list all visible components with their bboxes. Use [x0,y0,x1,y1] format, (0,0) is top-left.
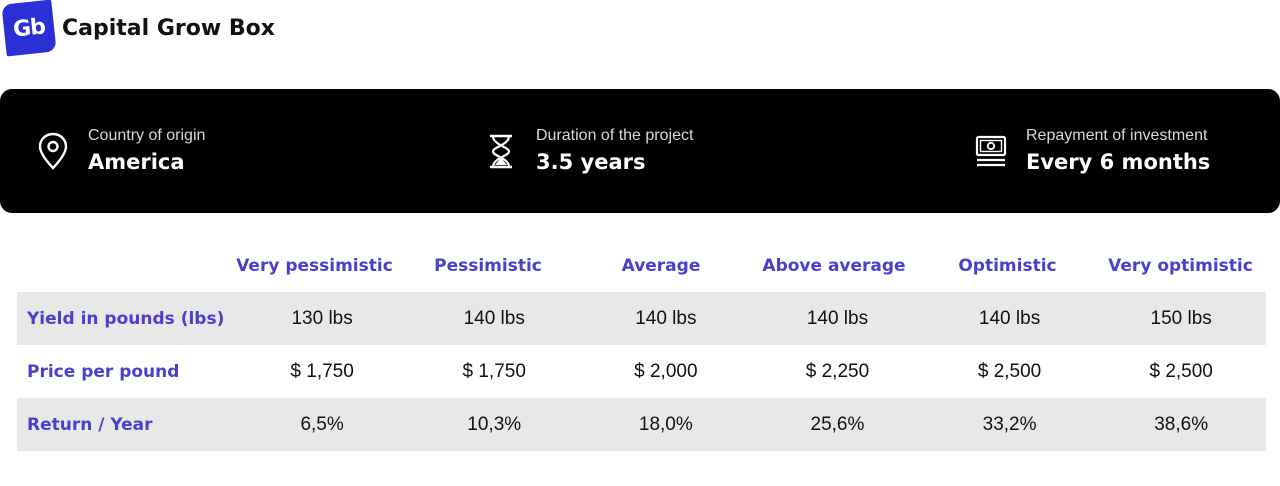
info-duration-value: 3.5 years [536,150,646,174]
info-repayment: Repayment of investment Every 6 months [974,125,1210,177]
column-header: Average [621,256,701,276]
table-header-row: Very pessimistic Pessimistic Average Abo… [17,240,1266,292]
table-cell: 140 lbs [806,307,869,329]
table-cell: $ 2,000 [634,360,698,382]
brand-header[interactable]: Gb Capital Grow Box [1,0,275,57]
table-cell: 140 lbs [463,307,525,329]
info-duration: Duration of the project 3.5 years [484,125,693,177]
column-header: Very pessimistic [236,256,393,276]
table-row-price: Price per pound $ 1,750 $ 1,750 $ 2,000 … [17,345,1266,398]
brand-name: Capital Grow Box [62,15,275,41]
table-cell: 38,6% [1154,413,1209,435]
info-duration-label: Duration of the project [536,127,694,144]
row-header: Return / Year [27,414,153,435]
column-header: Pessimistic [434,256,542,276]
info-country-value: America [88,150,185,174]
table-cell: 18,0% [638,413,693,435]
column-header: Optimistic [958,256,1057,276]
scenario-table: Very pessimistic Pessimistic Average Abo… [17,240,1266,451]
table-cell: 150 lbs [1150,307,1212,329]
brand-logo: Gb [1,0,57,57]
banknote-icon [975,135,1007,167]
column-header: Very optimistic [1108,256,1253,276]
table-cell: $ 1,750 [290,360,354,382]
row-header: Yield in pounds (lbs) [27,308,225,329]
table-cell: 10,3% [467,413,522,435]
table-cell: 130 lbs [291,307,353,329]
table-cell: 25,6% [810,413,865,435]
project-info-bar: Country of origin America Duration of th… [0,89,1280,213]
info-country: Country of origin America [36,125,205,177]
column-header: Above average [762,256,906,276]
table-row-yield: Yield in pounds (lbs) 130 lbs 140 lbs 14… [17,292,1266,345]
info-repayment-label: Repayment of investment [1026,127,1208,144]
info-repayment-value: Every 6 months [1026,150,1211,174]
hourglass-icon [490,134,512,169]
table-cell: $ 2,250 [805,360,870,382]
location-pin-icon [38,132,68,170]
table-cell: $ 1,750 [462,360,526,382]
table-cell: 33,2% [982,413,1037,435]
table-cell: 140 lbs [978,307,1041,329]
table-cell: 6,5% [300,413,344,435]
table-cell: $ 2,500 [1149,360,1213,382]
table-cell: 140 lbs [635,307,697,329]
row-header: Price per pound [27,361,180,382]
info-country-label: Country of origin [88,127,206,144]
brand-logo-text: Gb [11,13,47,43]
table-row-return: Return / Year 6,5% 10,3% 18,0% 25,6% 33,… [17,398,1266,451]
table-cell: $ 2,500 [977,360,1042,382]
